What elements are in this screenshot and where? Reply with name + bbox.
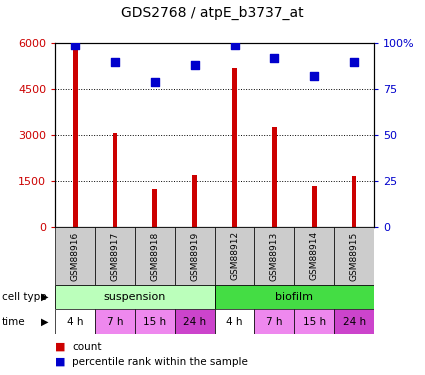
Bar [215,227,255,285]
Text: cell type: cell type [2,292,47,302]
Text: 7 h: 7 h [266,316,283,327]
Bar [192,175,197,227]
Bar [135,309,175,334]
Text: 24 h: 24 h [343,316,366,327]
Point [231,42,238,48]
Bar [153,189,157,227]
Text: GSM88915: GSM88915 [350,231,359,280]
Bar [215,309,255,334]
Bar [95,309,135,334]
Text: ▶: ▶ [41,292,48,302]
Bar [95,227,135,285]
Text: time: time [2,316,26,327]
Text: 24 h: 24 h [183,316,206,327]
Point [311,73,317,79]
Text: ■: ■ [55,342,66,352]
Text: count: count [72,342,102,352]
Text: biofilm: biofilm [275,292,313,302]
Bar [351,176,357,227]
Bar [294,227,334,285]
Bar [113,134,117,227]
Bar [175,309,215,334]
Bar [55,285,215,309]
Text: 4 h: 4 h [67,316,83,327]
Point [112,58,119,64]
Point [72,42,79,48]
Bar [135,227,175,285]
Text: ■: ■ [55,357,66,367]
Point [191,62,198,68]
Bar [255,309,294,334]
Bar [175,227,215,285]
Text: ▶: ▶ [41,316,48,327]
Bar [215,285,374,309]
Text: GDS2768 / atpE_b3737_at: GDS2768 / atpE_b3737_at [121,6,304,20]
Point [151,79,158,85]
Text: GSM88917: GSM88917 [110,231,119,280]
Bar [334,227,374,285]
Bar [312,186,317,227]
Bar [232,68,237,227]
Text: 7 h: 7 h [107,316,123,327]
Point [351,58,357,64]
Text: GSM88914: GSM88914 [310,231,319,280]
Text: 4 h: 4 h [226,316,243,327]
Text: GSM88912: GSM88912 [230,231,239,280]
Text: GSM88913: GSM88913 [270,231,279,280]
Text: suspension: suspension [104,292,166,302]
Text: GSM88916: GSM88916 [71,231,79,280]
Bar [73,45,77,227]
Bar [294,309,334,334]
Text: GSM88918: GSM88918 [150,231,159,280]
Text: percentile rank within the sample: percentile rank within the sample [72,357,248,367]
Point [271,55,278,61]
Bar [55,309,95,334]
Bar [55,227,95,285]
Bar [255,227,294,285]
Text: 15 h: 15 h [143,316,167,327]
Bar [272,128,277,227]
Text: 15 h: 15 h [303,316,326,327]
Bar [334,309,374,334]
Text: GSM88919: GSM88919 [190,231,199,280]
